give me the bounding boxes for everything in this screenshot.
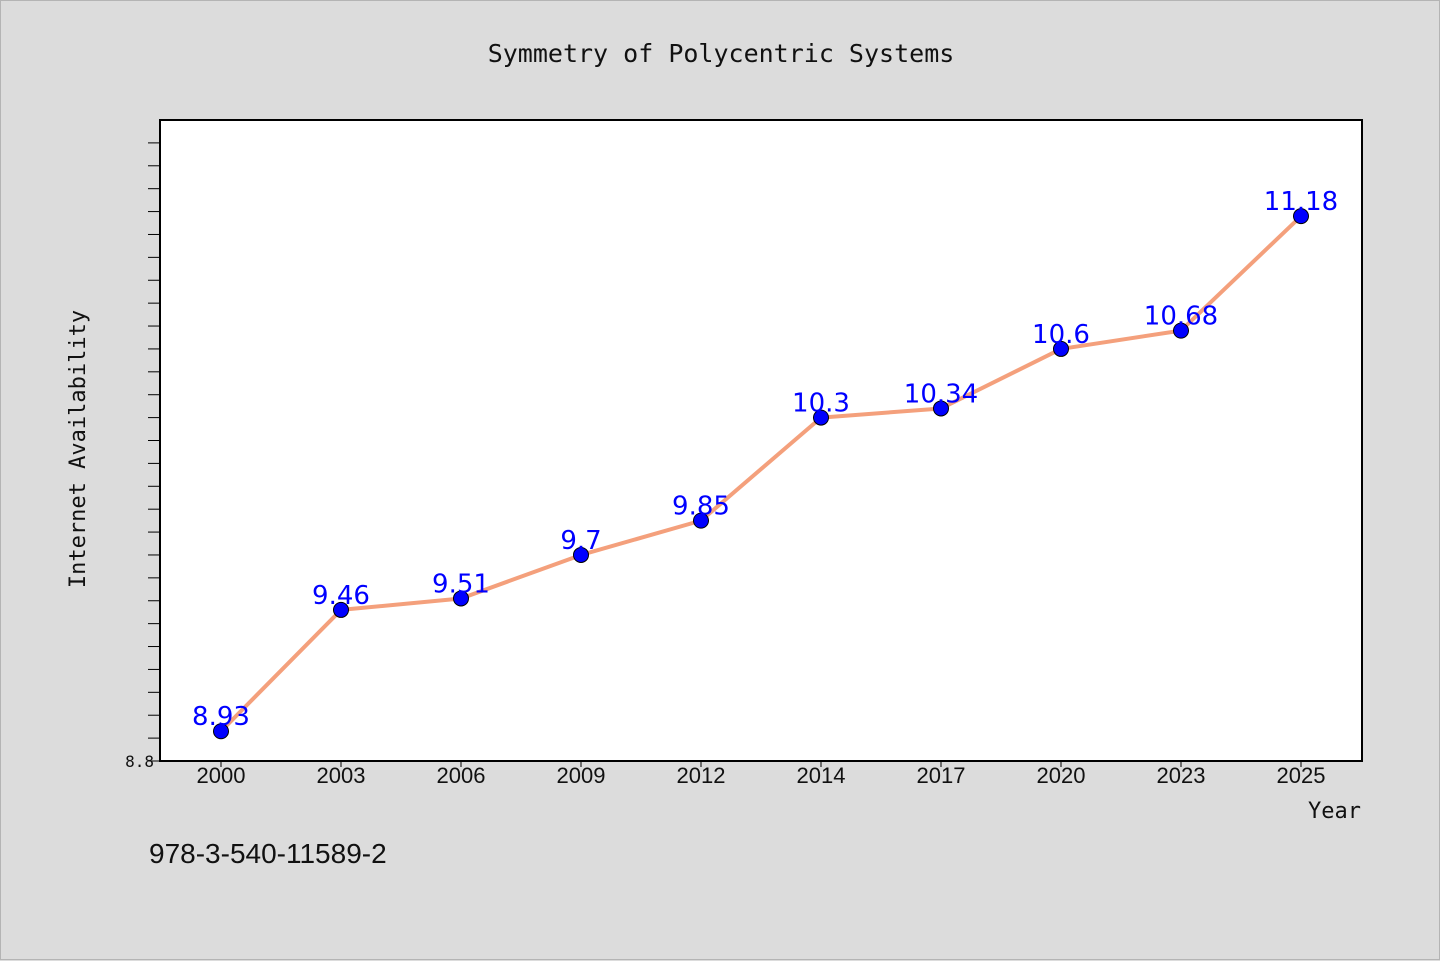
data-label: 10.68 [1144,302,1218,332]
data-point-marker [1173,322,1189,339]
data-point-marker [693,512,709,529]
x-tick-label: 2012 [677,763,726,788]
isbn-annotation: 978-3-540-11589-2 [149,838,387,869]
x-axis-tick-labels: 2000 2003 2006 2009 2012 2014 2017 2020 2023 2025 [197,763,1326,788]
data-label: 11.18 [1264,187,1338,217]
x-tick-label: 2006 [437,763,486,788]
data-point-marker [213,723,229,740]
plot-area [159,119,1363,762]
y-axis-label: Internet Availability [66,310,91,588]
y-axis-tick-labels: 8.8 [125,752,154,771]
x-tick-label: 2003 [317,763,366,788]
data-point-marker [573,546,589,563]
data-label: 9.46 [312,581,370,611]
data-point-marker [453,590,469,607]
x-axis-label: Year [1308,799,1361,824]
x-tick-label: 2023 [1157,763,1206,788]
x-tick-label: 2009 [557,763,606,788]
data-label: 9.85 [672,492,730,522]
data-point-marker [933,400,949,417]
x-tick-label: 2014 [797,763,846,788]
data-point-marker [813,409,829,426]
data-label: 9.7 [560,526,601,556]
y-tick-label: 8.8 [125,752,154,771]
y-axis-ticks [148,142,160,762]
data-labels: 8.93 9.46 9.51 9.7 9.85 10.3 10.34 10.6 10.68 11.… [192,187,1338,732]
data-point-marker [333,601,349,618]
data-label: 10.6 [1032,320,1090,350]
x-axis-ticks [220,761,1302,767]
data-label: 10.3 [792,389,850,419]
x-tick-label: 2000 [197,763,246,788]
x-tick-label: 2025 [1277,763,1326,788]
x-tick-label: 2017 [917,763,966,788]
data-point-marker [1053,340,1069,357]
data-label: 9.51 [432,569,490,599]
series-line [219,214,1303,733]
series-markers [213,208,1309,740]
data-point-marker [1293,208,1309,225]
chart-title: Symmetry of Polycentric Systems [488,39,955,68]
x-tick-label: 2020 [1037,763,1086,788]
data-label: 8.93 [192,702,250,732]
data-label: 10.34 [904,379,978,409]
